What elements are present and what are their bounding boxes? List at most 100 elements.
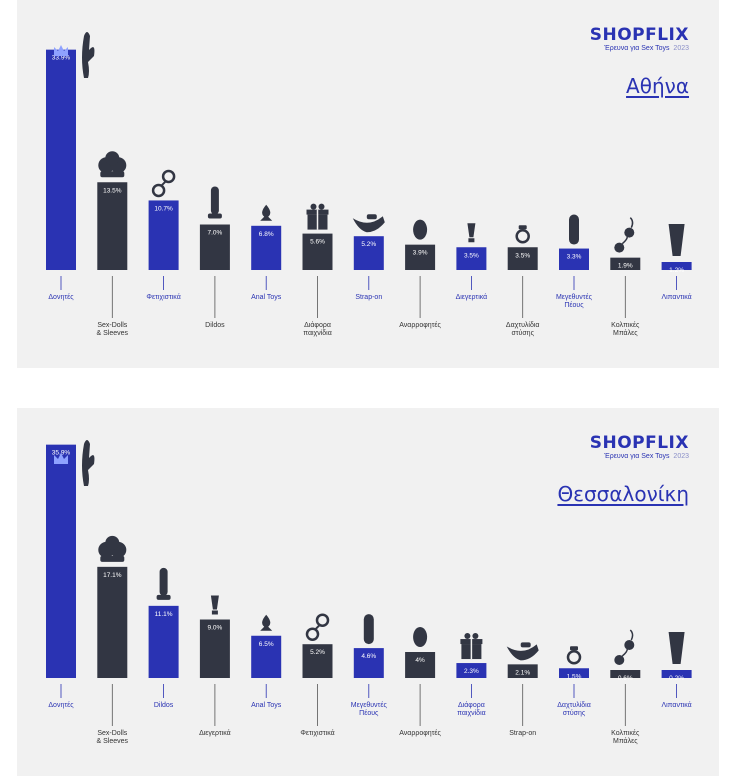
dildo-icon	[156, 567, 171, 600]
bar	[661, 262, 692, 270]
bar-group: 5.2% Strap-on	[352, 214, 385, 301]
data-label: 3.5%	[515, 252, 530, 259]
bar-group: 3.9% Αναρροφητές	[399, 219, 442, 329]
bar	[97, 182, 128, 270]
category-label: Μεγεθυντές Πέους	[556, 293, 593, 309]
bar-chart-athens: 33.9% Δονητές 13.5% Sex-Dolls & Sleeves 10.7%…	[46, 32, 692, 337]
shopflix-logo: SHOPFLIX	[589, 433, 689, 453]
bar-group: 3.5% Δαχτυλίδια στύσης	[506, 225, 539, 337]
balls-icon	[614, 629, 635, 665]
extender-icon	[363, 614, 374, 645]
plug-icon	[260, 204, 273, 221]
shopflix-logo: SHOPFLIX	[589, 25, 689, 45]
plug-icon	[260, 614, 273, 631]
category-label: Anal Toys	[251, 294, 282, 301]
category-label: Λιπαντικά	[661, 293, 691, 301]
bar-group: 33.9% Δονητές	[46, 32, 95, 301]
category-label: Διάφορα παιχνίδια	[457, 701, 486, 717]
rabbit-vibrator-icon	[82, 32, 95, 78]
brand-block: SHOPFLIX Έρευνα για Sex Toys 2023	[590, 434, 689, 462]
bar	[302, 644, 333, 678]
bar-group: 6.8% Anal Toys	[251, 204, 282, 301]
bar	[148, 200, 179, 270]
ring-icon	[515, 225, 530, 244]
bar-group: 6.5% Anal Toys	[251, 614, 282, 709]
rabbit-vibrator-icon	[82, 440, 95, 486]
bar	[456, 663, 487, 678]
strap-on-icon	[506, 642, 539, 661]
bar	[507, 664, 538, 678]
tagline-text: Έρευνα για Sex Toys	[604, 45, 670, 52]
bar-group: 4.6% Μεγεθυντές Πέους	[351, 614, 387, 717]
bar-group: 2.1% Strap-on	[506, 642, 539, 737]
chart-title: Θεσσαλονίκη	[557, 482, 689, 506]
category-label: Αναρροφητές	[399, 729, 441, 737]
category-label: Αναρροφητές	[399, 321, 441, 329]
data-label: 1.2%	[669, 267, 684, 274]
gift-icon	[306, 203, 329, 230]
category-label: Δονητές	[48, 701, 74, 709]
category-label: Strap-on	[509, 730, 536, 737]
bar	[456, 247, 487, 270]
bar	[507, 247, 538, 270]
bar	[199, 619, 230, 678]
data-label: 10.7%	[154, 205, 173, 212]
handcuffs-icon	[305, 613, 330, 641]
data-label: 2.1%	[515, 669, 530, 676]
category-label: Dildos	[205, 322, 225, 329]
balls-icon	[614, 217, 635, 253]
bar	[405, 652, 436, 678]
data-label: 3.3%	[567, 254, 582, 261]
tagline-year: 2023	[673, 453, 689, 460]
doll-icon	[98, 535, 127, 562]
bar-group: 1.2% Λιπαντικά	[661, 224, 692, 301]
crown-icon	[54, 45, 68, 56]
bar-group: 1.5% Δαχτυλίδια στύσης	[557, 646, 591, 717]
bar-group: 1.9% Κολπικές Μπάλες	[610, 217, 641, 337]
bar	[559, 668, 589, 678]
data-label: 3.5%	[464, 252, 479, 259]
bar	[148, 605, 179, 678]
category-label: Strap-on	[355, 294, 382, 301]
bar-chart-thessaloniki: 35.9% Δονητές 17.1% Sex-Dolls& Sleeves 11.1%…	[46, 440, 692, 745]
suction-icon	[413, 219, 428, 240]
bar-group: 9.0% Διεγερτικά	[199, 595, 231, 737]
lube-icon	[668, 224, 685, 256]
data-label: 1.9%	[618, 263, 633, 270]
suction-icon	[413, 627, 428, 647]
bar	[46, 444, 76, 678]
bar-group: 10.7% Φετιχιστικά	[146, 169, 181, 301]
strap-on-icon	[352, 214, 385, 233]
bar-group: 3.3% Μεγεθυντές Πέους	[556, 214, 593, 309]
bar	[251, 225, 282, 270]
bar-group: 3.5% Διεγερτικά	[456, 223, 487, 301]
bar-group: 17.1% Sex-Dolls & Sleeves	[97, 535, 129, 745]
bar	[46, 49, 76, 271]
data-label: 7.0%	[207, 230, 222, 237]
bar-group: 5.2% Φετιχιστικά	[300, 613, 335, 737]
gift-icon	[460, 633, 483, 660]
bar	[353, 648, 384, 678]
data-label: 17.1%	[103, 572, 122, 579]
category-label: Κολπικές Μπάλες	[611, 321, 640, 337]
bar-group: 4% Αναρροφητές	[399, 627, 442, 737]
category-label: Φετιχιστικά	[300, 729, 334, 737]
doll-icon	[98, 151, 127, 178]
bar	[199, 224, 230, 270]
data-label: 0.2%	[669, 675, 684, 682]
data-label: 11.1%	[155, 611, 173, 618]
bar	[661, 670, 692, 678]
bar	[97, 566, 128, 678]
ring-icon	[566, 646, 582, 665]
data-label: 33.9%	[52, 55, 71, 62]
data-label: 3.9%	[413, 250, 428, 257]
category-label: Sex-Dolls & Sleeves	[97, 322, 129, 337]
category-label: Διάφορα παιχνίδια	[303, 321, 332, 337]
category-label: Δονητές	[48, 293, 74, 301]
data-label: 1.5%	[567, 673, 582, 680]
data-label: 2.3%	[464, 668, 479, 675]
stimulant-icon	[467, 223, 476, 243]
bar	[610, 670, 641, 678]
bar-group: 5.6% Διάφορα παιχνίδια	[302, 203, 333, 337]
category-label: Dildos	[154, 702, 174, 709]
